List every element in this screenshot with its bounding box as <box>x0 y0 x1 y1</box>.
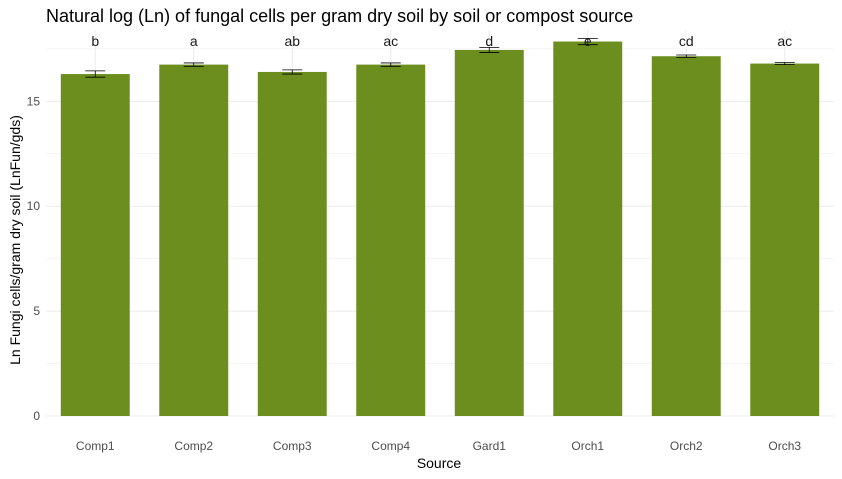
x-tick-label: Orch3 <box>768 439 801 453</box>
bar-comp3 <box>257 71 327 417</box>
x-axis-title: Source <box>417 455 462 471</box>
bars <box>60 41 820 417</box>
y-tick-label: 10 <box>27 199 41 213</box>
x-tick-labels: Comp1 Comp2 Comp3 Comp4 Gard1 Orch1 Orch2 Orch3 <box>76 439 802 453</box>
significance-letter: e <box>584 33 592 49</box>
error-bar-comp4 <box>380 62 401 67</box>
error-bars <box>85 37 795 78</box>
x-tick-label: Comp1 <box>76 439 115 453</box>
x-tick-label: Comp3 <box>273 439 312 453</box>
bar-comp1 <box>60 74 130 416</box>
bar-orch2 <box>651 56 721 416</box>
error-bar-orch2 <box>676 54 697 58</box>
significance-letter: ab <box>284 33 300 49</box>
error-bar-orch3 <box>774 62 795 66</box>
x-tick-label: Orch2 <box>670 439 703 453</box>
error-bar-comp3 <box>282 69 303 75</box>
x-tick-label: Comp4 <box>371 439 410 453</box>
bar-orch3 <box>750 63 820 416</box>
error-bar-orch1 <box>577 37 598 46</box>
significance-letter: b <box>91 33 99 49</box>
bar-comp4 <box>356 64 426 416</box>
y-tick-labels: 0 5 10 15 <box>27 94 41 423</box>
x-tick-label: Gard1 <box>473 439 507 453</box>
bar-orch1 <box>553 41 623 416</box>
significance-letter: ac <box>383 33 398 49</box>
chart-title: Natural log (Ln) of fungal cells per gra… <box>46 6 633 26</box>
significance-letter: ac <box>777 33 792 49</box>
error-bar-gard1 <box>479 47 500 53</box>
x-tick-label: Orch1 <box>571 439 604 453</box>
bar-comp2 <box>159 64 229 416</box>
significance-letter: a <box>190 33 198 49</box>
y-axis-title: Ln Fungi cells/gram dry soil (LnFun/gds) <box>7 115 23 365</box>
error-bar-comp1 <box>85 70 106 78</box>
y-tick-label: 0 <box>33 409 40 423</box>
bar-gard1 <box>454 49 524 416</box>
error-bar-comp2 <box>183 62 204 67</box>
y-tick-label: 5 <box>33 304 40 318</box>
x-tick-label: Comp2 <box>174 439 213 453</box>
y-tick-label: 15 <box>27 94 41 108</box>
significance-letters: b a ab ac d e cd ac <box>91 33 792 49</box>
significance-letter: cd <box>679 33 694 49</box>
significance-letter: d <box>485 33 493 49</box>
